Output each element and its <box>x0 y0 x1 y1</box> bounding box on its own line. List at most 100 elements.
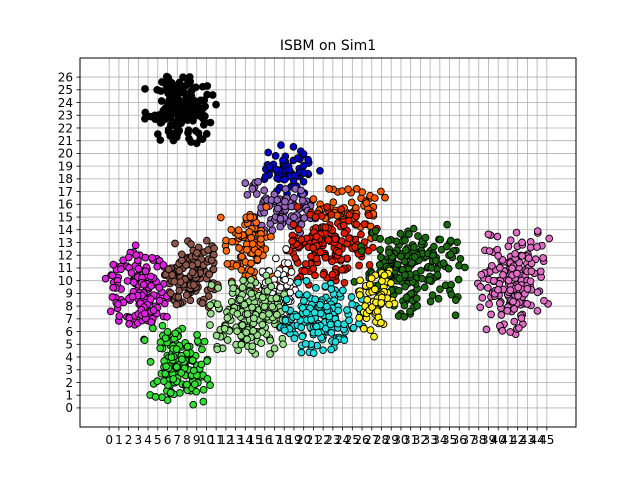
x-tick-label: 12 <box>218 433 233 447</box>
data-point <box>299 177 308 186</box>
data-point <box>321 282 330 291</box>
data-point <box>198 104 207 113</box>
x-tick-label: 25 <box>345 433 360 447</box>
data-point <box>170 277 179 286</box>
data-point <box>272 254 280 263</box>
data-point <box>203 82 212 90</box>
data-point <box>161 334 170 343</box>
data-point <box>281 185 290 193</box>
data-point <box>175 266 184 275</box>
data-point <box>153 377 162 386</box>
data-point <box>125 320 133 328</box>
x-tick-label: 34 <box>432 433 447 447</box>
x-tick-label: 8 <box>183 433 191 447</box>
data-point <box>533 243 541 251</box>
data-point <box>345 316 353 325</box>
data-point <box>545 234 554 243</box>
data-point <box>163 328 172 336</box>
data-point <box>181 90 190 98</box>
x-tick-label: 39 <box>481 433 496 447</box>
data-point <box>309 349 318 357</box>
y-tick-label: 12 <box>58 249 73 263</box>
data-point <box>262 203 271 211</box>
x-tick-label: 28 <box>374 433 389 447</box>
cluster <box>354 266 399 341</box>
data-point <box>506 328 515 336</box>
data-point <box>182 291 191 299</box>
data-point <box>159 377 168 386</box>
data-point <box>300 169 308 177</box>
y-tick-label: 23 <box>58 109 73 123</box>
data-point <box>222 236 230 245</box>
data-point <box>140 336 149 345</box>
data-point <box>276 214 285 223</box>
y-tick-label: 21 <box>58 134 73 148</box>
data-point <box>477 270 486 279</box>
y-tick-label: 11 <box>58 261 73 275</box>
data-point <box>494 285 502 294</box>
data-point <box>233 327 241 336</box>
data-point <box>331 235 340 243</box>
data-point <box>511 249 519 258</box>
data-point <box>292 312 301 321</box>
data-point <box>376 234 385 243</box>
cluster <box>141 72 220 148</box>
x-tick-label: 36 <box>452 433 467 447</box>
data-point <box>375 260 384 269</box>
data-point <box>494 251 503 260</box>
data-point <box>146 272 155 281</box>
data-point <box>311 213 320 221</box>
data-point <box>267 232 275 241</box>
data-point <box>344 216 353 225</box>
data-point <box>271 152 280 160</box>
cluster <box>260 141 324 199</box>
data-point <box>276 283 285 292</box>
data-point <box>453 238 462 247</box>
data-point <box>357 230 365 239</box>
data-point <box>484 283 492 292</box>
data-point <box>436 235 445 244</box>
data-point <box>371 285 379 294</box>
data-point <box>409 224 418 233</box>
x-tick-label: 11 <box>209 433 224 447</box>
data-point <box>236 295 245 304</box>
data-point <box>302 277 311 285</box>
data-point <box>273 270 282 278</box>
data-point <box>250 314 258 323</box>
data-point <box>377 187 385 196</box>
data-point <box>513 269 521 278</box>
data-point <box>128 292 137 301</box>
data-point <box>498 326 507 335</box>
data-point <box>289 220 298 229</box>
data-point <box>376 253 385 262</box>
data-point <box>248 303 256 312</box>
chart-title: ISBM on Sim1 <box>280 38 376 54</box>
x-tick-label: 19 <box>286 433 301 447</box>
data-point <box>370 332 378 341</box>
data-point <box>360 324 368 333</box>
data-point <box>301 339 310 348</box>
y-tick-label: 14 <box>58 223 73 237</box>
data-point <box>171 106 179 115</box>
data-point <box>358 188 367 197</box>
y-tick-label: 4 <box>65 350 73 364</box>
data-point <box>298 196 307 205</box>
data-point <box>526 277 535 286</box>
y-tick-label: 19 <box>58 159 73 173</box>
data-point <box>297 186 305 195</box>
data-point <box>324 236 333 244</box>
data-point <box>193 249 201 257</box>
cluster <box>206 271 291 358</box>
data-point <box>454 275 463 284</box>
x-tick-label: 14 <box>238 433 253 447</box>
data-point <box>325 185 333 193</box>
data-point <box>290 334 299 343</box>
x-tick-label: 13 <box>228 433 243 447</box>
y-axis-ticks: 0123456789101112131415161718192021222324… <box>58 70 80 415</box>
data-point <box>329 198 338 207</box>
data-point <box>328 270 337 279</box>
data-point <box>132 251 141 259</box>
data-point <box>536 267 545 276</box>
data-point <box>243 245 251 254</box>
